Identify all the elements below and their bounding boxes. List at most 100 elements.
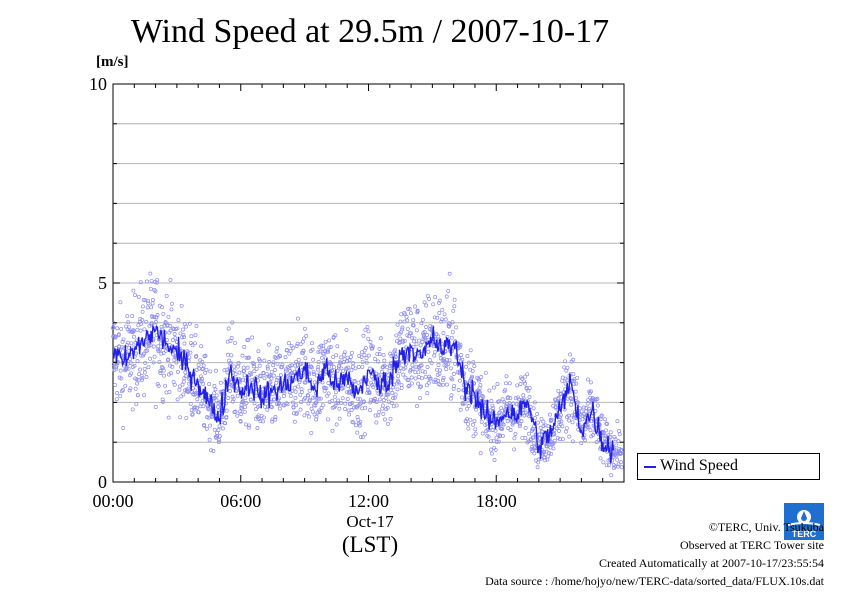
raw-sample-point [377, 352, 382, 357]
raw-sample-point [369, 380, 374, 385]
raw-sample-point [314, 414, 319, 419]
raw-sample-point [478, 383, 483, 388]
raw-sample-point [149, 278, 154, 283]
raw-sample-point [372, 396, 377, 401]
raw-sample-point [278, 354, 283, 359]
raw-sample-point [295, 363, 300, 367]
raw-sample-point [378, 336, 383, 341]
raw-sample-point [144, 375, 149, 379]
raw-sample-point [387, 368, 392, 373]
raw-sample-point [347, 412, 352, 417]
raw-sample-point [214, 393, 219, 398]
raw-sample-point [140, 304, 145, 309]
raw-sample-point [508, 428, 513, 432]
raw-sample-point [370, 344, 375, 349]
raw-sample-point [299, 400, 303, 405]
raw-sample-point [351, 361, 356, 366]
series-line-segment [346, 371, 359, 399]
raw-sample-point [238, 419, 243, 424]
raw-sample-point [305, 411, 310, 416]
raw-sample-point [307, 414, 311, 419]
raw-sample-point [394, 403, 399, 408]
series-line-segment [389, 349, 402, 387]
raw-sample-point [575, 375, 580, 380]
raw-sample-point [243, 396, 248, 400]
raw-sample-point [360, 434, 365, 439]
chart-title: Wind Speed at 29.5m / 2007-10-17 [130, 13, 610, 50]
raw-sample-point [242, 373, 247, 378]
raw-sample-point [217, 438, 221, 442]
raw-sample-point [129, 341, 134, 346]
raw-sample-point [438, 382, 443, 387]
raw-sample-point [436, 363, 441, 367]
raw-sample-point [294, 344, 299, 348]
raw-sample-point [382, 417, 387, 422]
raw-sample-point [224, 414, 229, 419]
raw-sample-point [218, 380, 223, 385]
raw-sample-point [257, 363, 262, 368]
raw-sample-point [497, 399, 502, 404]
raw-sample-point [571, 372, 576, 377]
series-line-segment [282, 373, 295, 392]
series-line-segment [218, 370, 231, 425]
raw-sample-point [158, 347, 162, 352]
raw-sample-point [615, 419, 620, 424]
raw-sample-point [301, 348, 306, 353]
raw-sample-point [450, 320, 455, 325]
raw-sample-point [245, 365, 250, 370]
raw-sample-point [456, 388, 461, 392]
raw-sample-point [199, 401, 204, 406]
raw-sample-point [307, 388, 312, 393]
raw-sample-point [522, 381, 527, 386]
raw-sample-point [499, 422, 504, 427]
raw-sample-point [363, 405, 368, 410]
raw-sample-point [581, 405, 586, 410]
raw-sample-point [458, 378, 462, 383]
raw-sample-point [116, 332, 121, 337]
raw-sample-point [433, 295, 438, 300]
raw-sample-point [142, 370, 147, 375]
raw-sample-point [441, 376, 446, 380]
raw-sample-point [128, 360, 133, 365]
raw-sample-point [145, 348, 150, 353]
raw-sample-point [616, 462, 621, 467]
raw-sample-point [125, 342, 130, 347]
raw-sample-point [192, 407, 197, 412]
raw-sample-point [538, 425, 543, 430]
raw-sample-point [189, 334, 194, 339]
raw-sample-point [195, 397, 200, 402]
raw-sample-point [492, 458, 497, 462]
raw-sample-point [365, 325, 370, 330]
raw-sample-point [413, 376, 418, 381]
series-line-segment [484, 399, 497, 430]
raw-sample-point [586, 397, 591, 402]
raw-sample-point [177, 384, 182, 389]
raw-sample-point [254, 366, 259, 371]
raw-sample-point [140, 309, 145, 314]
raw-sample-point [268, 379, 273, 384]
raw-sample-point [359, 350, 364, 355]
raw-sample-point [131, 288, 136, 293]
raw-sample-point [246, 425, 251, 430]
series-line-segment [410, 346, 423, 363]
series-line-segment [527, 402, 540, 454]
raw-sample-point [246, 337, 251, 342]
raw-sample-point [143, 360, 148, 365]
raw-sample-point [224, 408, 229, 413]
raw-sample-point [381, 411, 386, 416]
raw-sample-point [551, 446, 556, 451]
raw-sample-point [138, 280, 143, 285]
raw-sample-point [432, 353, 437, 358]
raw-sample-point [265, 364, 270, 369]
raw-sample-point [150, 298, 155, 302]
raw-sample-point [262, 376, 267, 381]
raw-sample-point [424, 383, 429, 388]
raw-sample-point [366, 329, 371, 334]
raw-sample-point [275, 346, 280, 351]
raw-sample-point [518, 422, 522, 427]
raw-sample-point [249, 372, 254, 377]
raw-sample-point [271, 360, 276, 365]
series-line-segment [378, 372, 391, 397]
raw-sample-point [447, 324, 452, 329]
raw-sample-point [139, 377, 144, 382]
